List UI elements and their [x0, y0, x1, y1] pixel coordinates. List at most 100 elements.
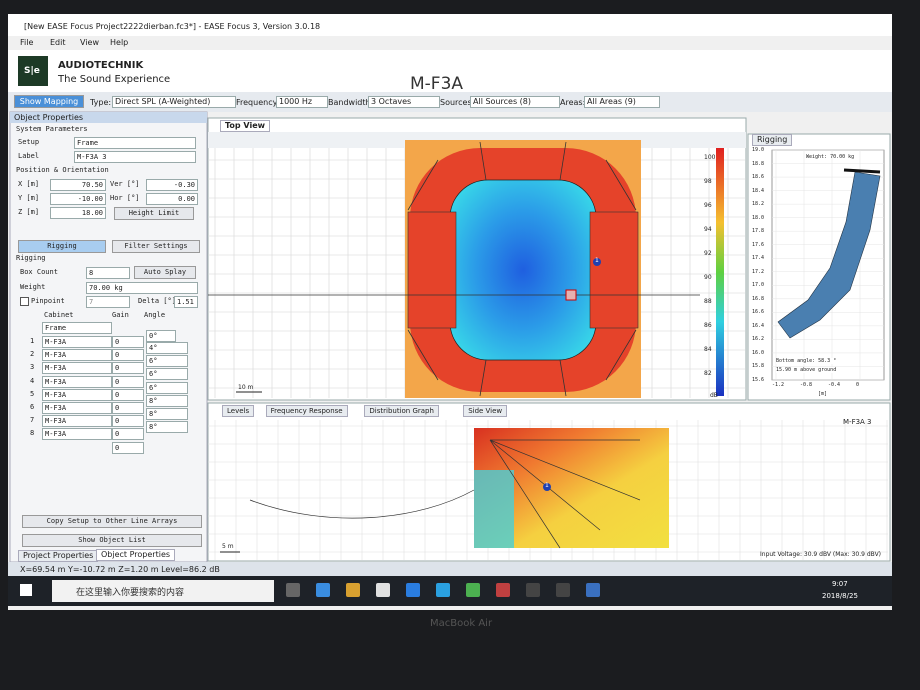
cabinet[interactable]: M-F3A: [42, 415, 112, 428]
gain[interactable]: 0: [112, 428, 144, 441]
bandwidth-select[interactable]: 3 Octaves: [368, 96, 440, 108]
frequency-select[interactable]: 1000 Hz: [276, 96, 328, 108]
rigging-weight: Weight: 70.00 kg: [806, 154, 855, 160]
tab[interactable]: Side View: [463, 405, 508, 417]
cabinet[interactable]: M-F3A: [42, 336, 112, 348]
weight: 70.00 kg: [86, 282, 198, 294]
y-tick: 16.2: [752, 336, 765, 343]
label: Sources:: [440, 98, 475, 107]
tab[interactable]: Rigging: [752, 134, 793, 146]
row-index: 6: [30, 403, 35, 411]
cabinet[interactable]: M-F3A: [42, 388, 112, 401]
row-index: 2: [30, 350, 35, 359]
taskbar-icon[interactable]: [496, 583, 510, 597]
menu-item[interactable]: File: [20, 38, 34, 47]
y-field[interactable]: -10.00: [50, 193, 106, 205]
menu-item[interactable]: Edit: [50, 38, 66, 47]
gain[interactable]: 0: [112, 415, 144, 428]
x-tick: -0.4: [828, 382, 841, 388]
y-tick: 18.4: [752, 187, 765, 194]
gain[interactable]: 0: [112, 362, 144, 375]
checkbox[interactable]: [20, 297, 29, 306]
gain[interactable]: 0: [112, 375, 144, 388]
legend-tick: 82: [704, 370, 712, 377]
tab[interactable]: Distribution Graph: [364, 405, 439, 417]
gain[interactable]: 0: [112, 336, 144, 348]
search-text[interactable]: 在这里输入你要搜索的内容: [76, 588, 185, 598]
show-object-list[interactable]: Show Object List: [22, 534, 202, 547]
section: System Parameters: [16, 125, 88, 133]
taskbar-icon[interactable]: [436, 583, 450, 597]
gain[interactable]: 0: [112, 402, 144, 414]
angle[interactable]: 6°: [146, 355, 188, 368]
y-tick: 17.4: [752, 255, 765, 262]
copy-setup[interactable]: Copy Setup to Other Line Arrays: [22, 515, 202, 528]
sources-select[interactable]: All Sources (8): [470, 96, 560, 108]
label: Pinpoint: [31, 297, 65, 305]
taskbar-icon[interactable]: [466, 583, 480, 597]
taskbar-icon[interactable]: [586, 583, 600, 597]
tab[interactable]: Object Properties: [96, 549, 176, 561]
legend-unit: dB: [710, 392, 718, 399]
legend-tick: 96: [704, 202, 712, 209]
height-limit[interactable]: Height Limit: [114, 207, 194, 220]
angle[interactable]: 6°: [146, 381, 188, 394]
tab[interactable]: Top View: [220, 120, 271, 132]
cabinet[interactable]: M-F3A: [42, 362, 112, 375]
tab[interactable]: Levels: [222, 405, 255, 417]
angle[interactable]: 4°: [146, 342, 188, 354]
box-count[interactable]: 8: [86, 267, 130, 279]
cabinet[interactable]: M-F3A: [42, 349, 112, 362]
type-select[interactable]: Direct SPL (A-Weighted): [112, 96, 236, 108]
taskbar-icon[interactable]: [556, 583, 570, 597]
taskbar-icon[interactable]: [316, 583, 330, 597]
tab[interactable]: Project Properties: [18, 550, 99, 562]
pinpoint[interactable]: 7: [86, 296, 130, 308]
object-name: M-F3A 3: [843, 418, 872, 426]
cabinet[interactable]: M-F3A: [42, 402, 112, 414]
cabinet[interactable]: M-F3A: [42, 428, 112, 441]
hor-field[interactable]: 0.00: [146, 193, 198, 205]
show-mapping[interactable]: Show Mapping: [14, 95, 84, 108]
taskbar-icon[interactable]: [286, 583, 300, 597]
areas-select[interactable]: All Areas (9): [584, 96, 660, 108]
x-tick: -0.8: [800, 382, 813, 388]
tab[interactable]: Frequency Response: [265, 405, 348, 417]
gain[interactable]: 0: [112, 441, 144, 454]
label-field[interactable]: M-F3A 3: [74, 151, 196, 163]
taskbar-icon[interactable]: [526, 583, 540, 597]
y-tick: 15.6: [752, 377, 765, 383]
logo-box: [18, 56, 48, 86]
angle[interactable]: 0°: [146, 330, 176, 342]
angle[interactable]: 8°: [146, 421, 188, 434]
y-tick: 19.0: [752, 147, 765, 153]
x-field[interactable]: 70.50: [50, 179, 106, 191]
z-field[interactable]: 18.00: [50, 207, 106, 219]
angle[interactable]: 8°: [146, 408, 188, 420]
tab[interactable]: Rigging: [18, 240, 106, 253]
row-index: 4: [30, 376, 35, 385]
ver-field[interactable]: -0.30: [146, 179, 198, 191]
taskbar-icons: [286, 583, 600, 597]
row-index: 7: [30, 416, 35, 425]
setup-select[interactable]: Frame: [74, 137, 196, 149]
cabinet[interactable]: M-F3A: [42, 375, 112, 388]
tab[interactable]: Filter Settings: [112, 240, 200, 253]
taskbar-icon[interactable]: [346, 583, 360, 597]
status: X=69.54 m Y=-10.72 m Z=1.20 m Level=86.2…: [20, 565, 220, 574]
legend-tick: 88: [704, 298, 712, 305]
header-band: [8, 50, 892, 92]
row-index: 5: [30, 389, 35, 398]
label: Ver [°]: [110, 180, 140, 188]
menu-item[interactable]: View: [80, 38, 99, 47]
scale-label: 5 m: [222, 543, 234, 550]
menu-item[interactable]: Help: [110, 38, 129, 47]
gain[interactable]: 0: [112, 349, 144, 362]
gain[interactable]: 0: [112, 388, 144, 401]
auto-splay[interactable]: Auto Splay: [134, 266, 196, 279]
angle[interactable]: 8°: [146, 394, 188, 407]
taskbar-icon[interactable]: [376, 583, 390, 597]
taskbar-icon[interactable]: [406, 583, 420, 597]
angle[interactable]: 6°: [146, 368, 188, 381]
delta[interactable]: 1.51: [174, 296, 198, 308]
